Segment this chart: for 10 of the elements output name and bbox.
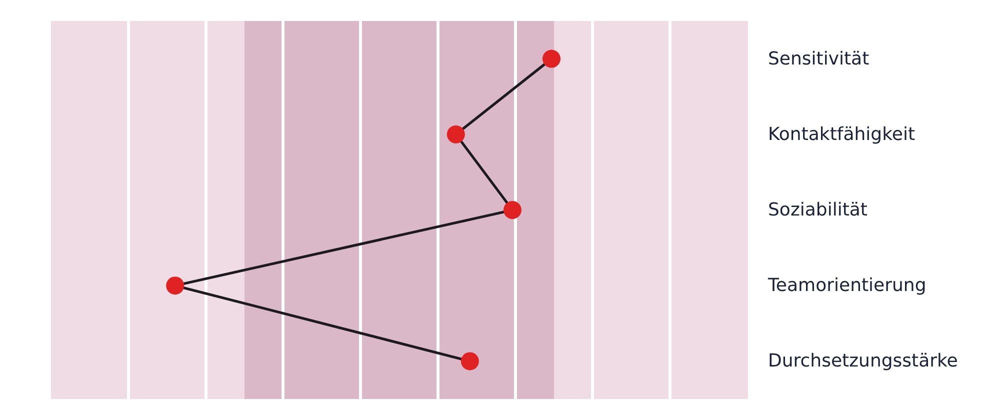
y-tick-label: Soziabilität xyxy=(768,200,868,220)
y-tick-label: Teamorientierung xyxy=(767,275,926,296)
y-tick-label: Sensitivität xyxy=(768,48,870,70)
y-tick-label: Kontaktfähigkeit xyxy=(768,124,916,145)
point xyxy=(503,201,522,219)
point xyxy=(542,50,560,68)
point xyxy=(446,125,465,144)
y-tick-label: Durchsetzungsstärke xyxy=(768,350,958,372)
point xyxy=(460,352,479,370)
point xyxy=(166,276,184,295)
